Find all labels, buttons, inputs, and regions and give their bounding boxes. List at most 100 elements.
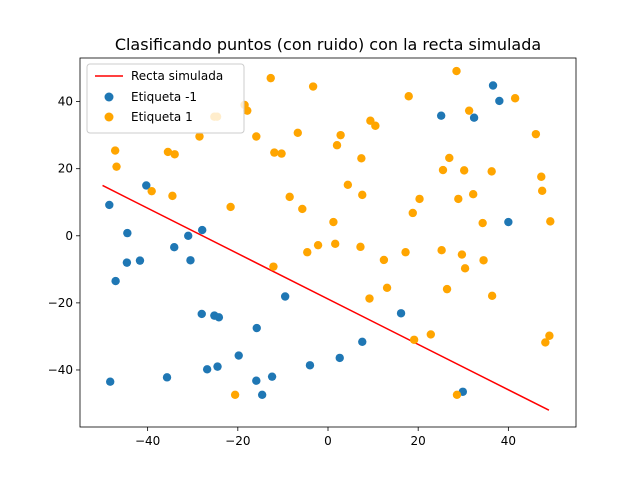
data-point xyxy=(252,323,261,333)
data-point xyxy=(197,225,207,235)
data-point xyxy=(112,162,121,171)
series-etiqueta-1 xyxy=(110,66,555,399)
data-point xyxy=(170,150,179,159)
x-tick-label: −40 xyxy=(135,434,160,448)
data-point xyxy=(106,377,115,386)
data-point xyxy=(202,365,212,374)
data-point xyxy=(442,284,452,294)
x-tick-label: 40 xyxy=(501,434,516,448)
data-point xyxy=(404,92,413,101)
data-point xyxy=(308,82,318,91)
data-point xyxy=(252,376,261,385)
data-point xyxy=(396,309,406,318)
data-point xyxy=(545,331,554,340)
data-point xyxy=(266,73,275,83)
data-point xyxy=(170,242,179,252)
data-point xyxy=(313,240,323,250)
y-tick-label: −20 xyxy=(48,296,73,310)
legend-marker xyxy=(104,112,114,122)
data-point xyxy=(426,330,436,339)
x-axis: −40 −20 0 20 40 xyxy=(135,427,516,448)
data-point xyxy=(195,132,204,141)
data-point xyxy=(408,208,417,218)
data-point xyxy=(123,228,132,238)
data-point xyxy=(280,292,290,301)
data-point xyxy=(305,361,315,370)
data-point xyxy=(269,262,278,271)
data-point xyxy=(487,167,496,176)
data-point xyxy=(135,256,145,265)
data-point xyxy=(382,283,392,292)
legend-label: Etiqueta 1 xyxy=(131,110,193,124)
legend: Recta simulada Etiqueta -1 Etiqueta 1 xyxy=(86,63,245,134)
legend-label: Etiqueta -1 xyxy=(131,90,197,104)
y-tick-label: 20 xyxy=(58,162,73,176)
legend-label-recta: Recta simulada xyxy=(131,69,223,83)
data-point xyxy=(358,190,367,200)
legend-marker xyxy=(104,92,114,102)
data-point xyxy=(142,181,151,190)
y-tick-label: 40 xyxy=(58,95,73,109)
data-point xyxy=(214,313,224,322)
data-point xyxy=(464,106,474,115)
x-tick-label: 20 xyxy=(411,434,426,448)
data-point xyxy=(331,239,340,249)
data-point xyxy=(147,186,156,196)
data-point xyxy=(293,128,302,138)
data-point xyxy=(357,154,366,163)
data-point xyxy=(168,191,177,201)
data-point xyxy=(186,256,195,265)
data-point xyxy=(226,202,235,212)
data-point xyxy=(298,204,307,214)
data-point xyxy=(243,106,252,115)
chart-title: Clasificando puntos (con ruido) con la r… xyxy=(115,35,541,54)
data-point xyxy=(332,141,342,150)
data-point xyxy=(329,217,338,227)
data-point xyxy=(365,294,374,303)
data-point xyxy=(479,256,488,265)
data-point xyxy=(285,192,294,202)
data-point xyxy=(452,66,461,76)
data-point xyxy=(459,166,469,175)
series-etiqueta-neg1 xyxy=(105,81,513,399)
legend-box xyxy=(86,63,245,134)
data-point xyxy=(409,335,419,344)
data-point xyxy=(537,172,546,181)
data-point xyxy=(303,248,312,257)
data-point xyxy=(510,94,520,103)
data-point xyxy=(110,146,120,155)
data-point xyxy=(469,113,479,122)
data-point xyxy=(487,291,497,301)
y-axis: −40 −20 0 20 40 xyxy=(48,95,80,377)
data-point xyxy=(454,194,463,204)
data-point xyxy=(111,276,120,286)
data-point xyxy=(488,81,498,90)
data-point xyxy=(105,200,114,210)
data-point xyxy=(504,217,513,227)
data-point xyxy=(460,264,470,273)
plot-area xyxy=(79,57,577,428)
data-point xyxy=(437,246,446,255)
data-point xyxy=(371,121,380,130)
data-point xyxy=(495,96,504,106)
data-point xyxy=(457,250,467,259)
data-point xyxy=(468,189,478,199)
data-point xyxy=(546,217,555,226)
data-point xyxy=(356,242,365,252)
data-point xyxy=(401,248,410,257)
data-point xyxy=(213,362,222,371)
data-point xyxy=(335,353,344,363)
data-point xyxy=(537,186,547,196)
data-point xyxy=(541,338,550,347)
data-point xyxy=(358,337,367,346)
data-point xyxy=(234,351,243,360)
data-point xyxy=(163,147,173,157)
data-point xyxy=(445,153,454,163)
data-point xyxy=(277,149,286,158)
data-point xyxy=(415,194,424,204)
data-point xyxy=(257,390,267,399)
y-tick-label: −40 xyxy=(48,363,73,377)
data-point xyxy=(270,148,279,157)
line-recta-simulada xyxy=(102,184,550,411)
data-point xyxy=(379,255,389,265)
